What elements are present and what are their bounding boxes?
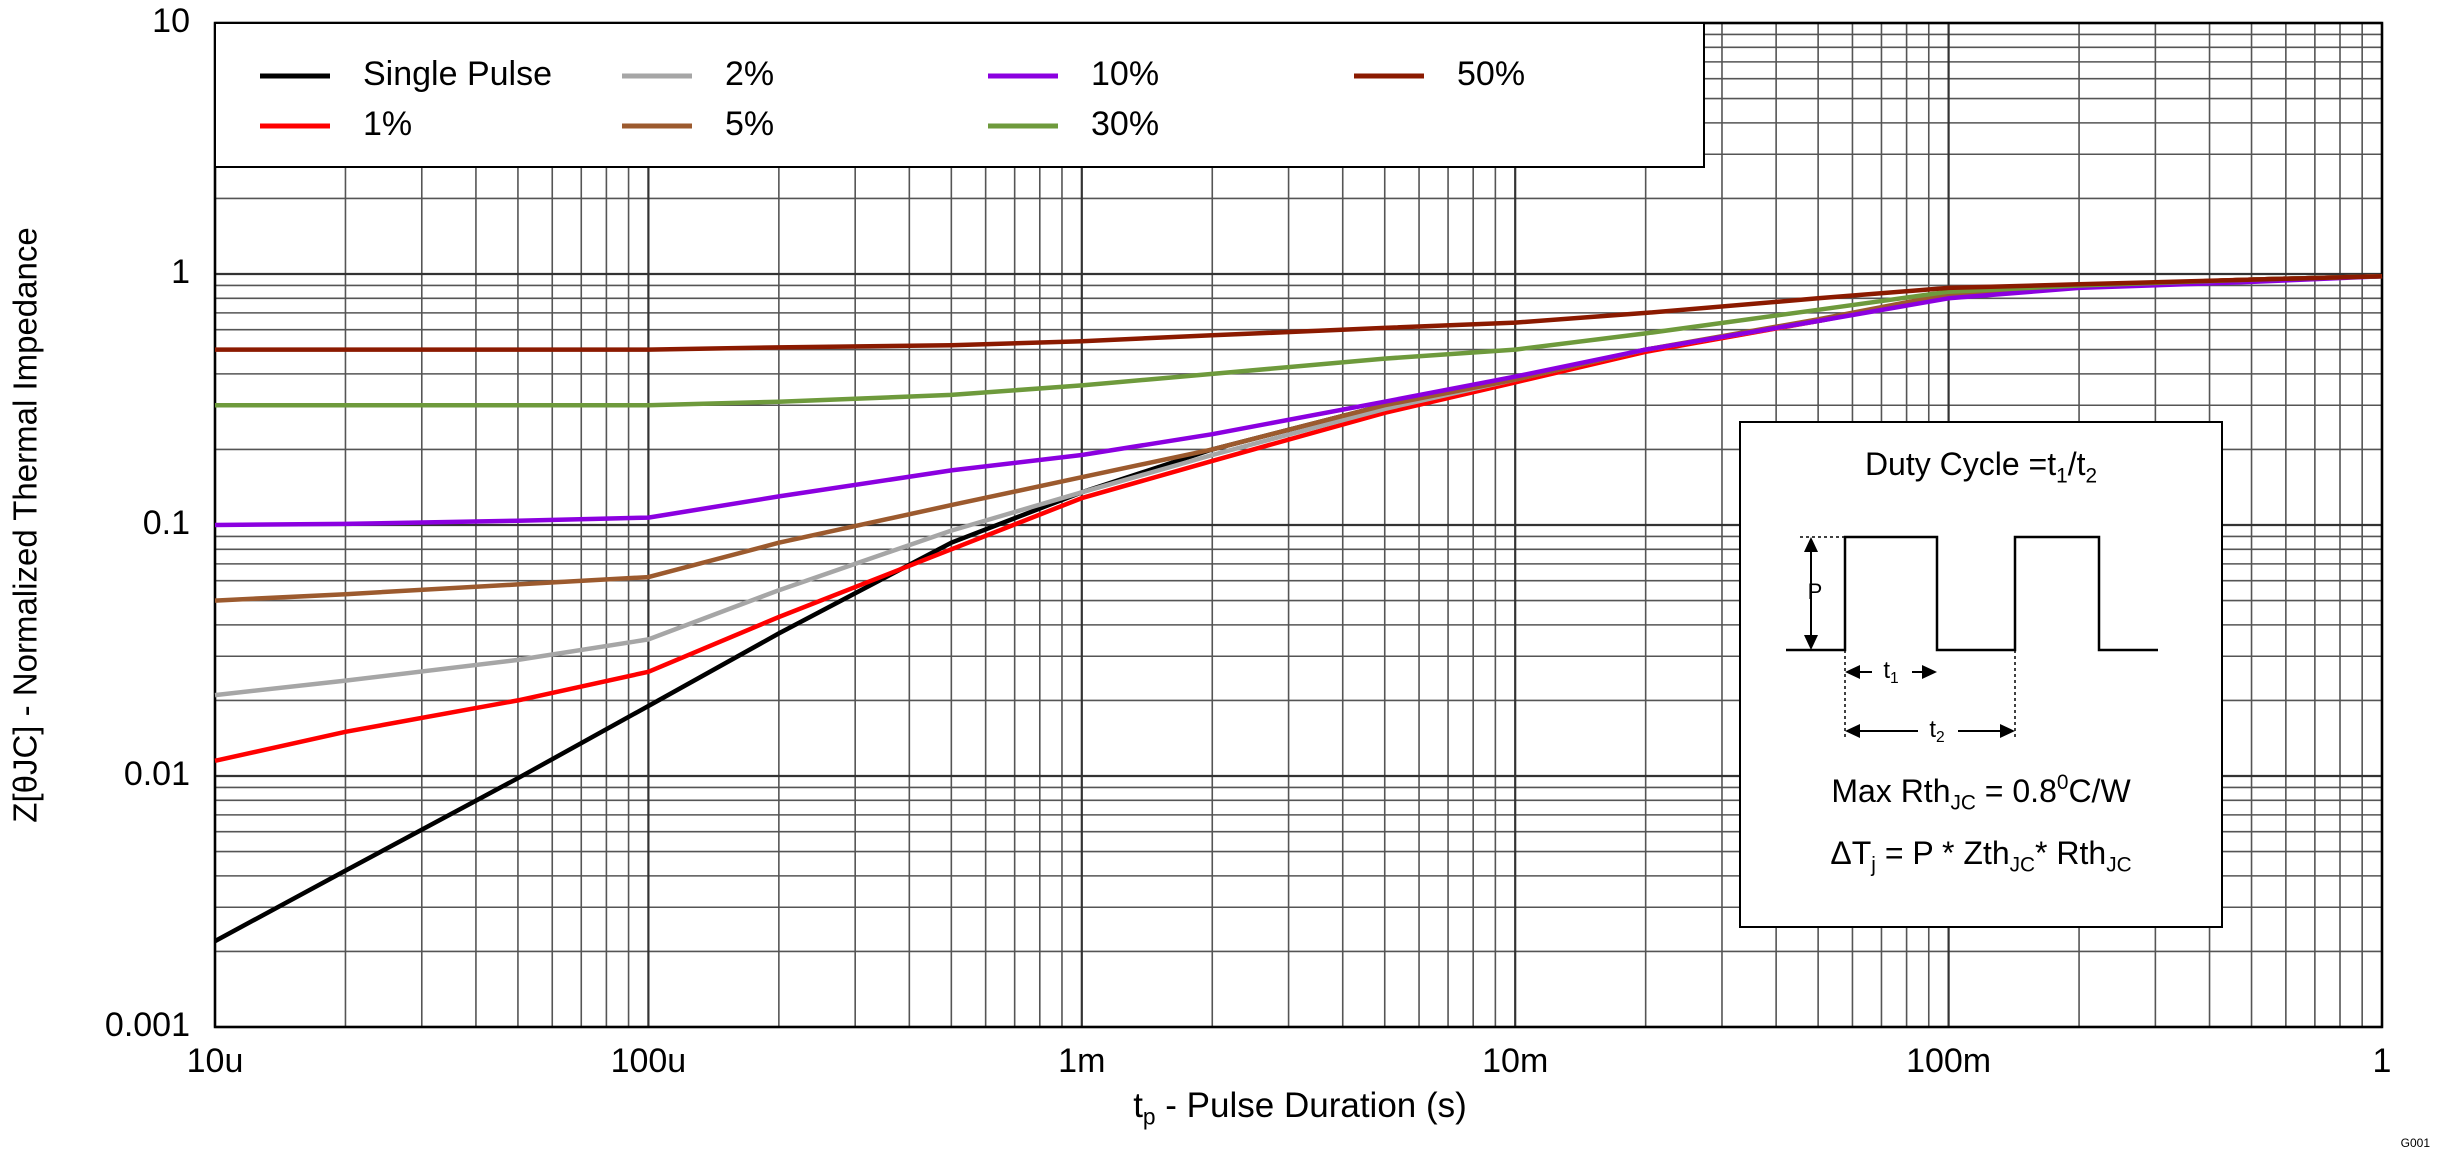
text-part: * Rth [2035, 835, 2106, 871]
delta-tj: ΔTj = P * ZthJC* RthJC [1830, 835, 2131, 876]
text-part: t [1929, 716, 1936, 743]
arrowhead [1845, 724, 1860, 738]
arrowhead [2000, 724, 2015, 738]
pulse-waveform [1786, 535, 2158, 652]
text-part: 2 [2085, 464, 2097, 487]
legend-label: 1% [363, 105, 412, 143]
inset-box [1739, 421, 2223, 928]
y-tick-label: 1 [171, 253, 190, 291]
y-tick-label: 0.1 [143, 504, 190, 542]
legend-label: 2% [725, 55, 774, 93]
arrowhead [1804, 537, 1818, 552]
y-axis-label: Z[θJC] - Normalized Thermal Impedance [7, 227, 44, 822]
x-tick-label: 10u [187, 1042, 244, 1080]
text-part: = P * Zth [1876, 835, 2010, 871]
text-part: t [1133, 1086, 1143, 1125]
t1-label-bg [1872, 655, 1912, 689]
x-tick-label: 100m [1906, 1042, 1991, 1080]
legend-label: Single Pulse [363, 55, 552, 93]
text-part: 1 [1890, 670, 1899, 687]
text-part: C/W [2068, 773, 2131, 809]
text-part: JC [2106, 853, 2131, 876]
arrowhead [1922, 665, 1937, 679]
text-part: ΔT [1830, 835, 1871, 871]
arrowhead [1804, 635, 1818, 650]
x-tick-label: 100u [611, 1042, 687, 1080]
legend-label: 50% [1457, 55, 1525, 93]
text-part: JC [1950, 791, 1975, 814]
t2-label: t2 [1929, 716, 1944, 746]
x-tick-label: 10m [1482, 1042, 1548, 1080]
text-part: Duty Cycle =t [1865, 446, 2056, 482]
x-tick-label: 1 [2373, 1042, 2392, 1080]
inset-title: Duty Cycle =t1/t2 [1865, 446, 2097, 487]
max-rth: Max RthJC = 0.80C/W [1831, 770, 2131, 814]
p-label: P [1808, 579, 1823, 604]
text-part: t [1883, 657, 1890, 684]
legend-label: 5% [725, 105, 774, 143]
text-part: = 0.8 [1976, 773, 2057, 809]
series-line [214, 273, 2383, 528]
x-axis-label: tp - Pulse Duration (s) [1133, 1086, 1467, 1129]
text-part: 2 [1936, 729, 1945, 746]
lines [213, 273, 2383, 944]
y-tick-label: 10 [152, 2, 190, 40]
figure-id: G001 [2401, 1136, 2431, 1150]
t2-label-bg [1918, 714, 1958, 748]
series-line [215, 273, 2383, 408]
text-part: p [1143, 1104, 1156, 1130]
legend-box [214, 22, 1705, 168]
x-tick-label: 1m [1058, 1042, 1105, 1080]
y-tick-label: 0.001 [105, 1006, 190, 1044]
t1-label: t1 [1883, 657, 1898, 687]
legend-label: 10% [1091, 55, 1159, 93]
text-part: 1 [2056, 464, 2068, 487]
series-line [215, 273, 2383, 352]
text-part: - Pulse Duration (s) [1156, 1086, 1467, 1125]
arrowhead [1845, 665, 1860, 679]
text-part: /t [2068, 446, 2086, 482]
text-part: JC [2010, 853, 2035, 876]
text-part: Max Rth [1831, 773, 1950, 809]
legend-label: 30% [1091, 105, 1159, 143]
text-part: j [1870, 853, 1876, 876]
text-part: 0 [2057, 770, 2069, 793]
legend: Single Pulse 1% 2% 5% 10% 30% 50% [214, 22, 1705, 168]
y-tick-label: 0.01 [124, 755, 190, 793]
